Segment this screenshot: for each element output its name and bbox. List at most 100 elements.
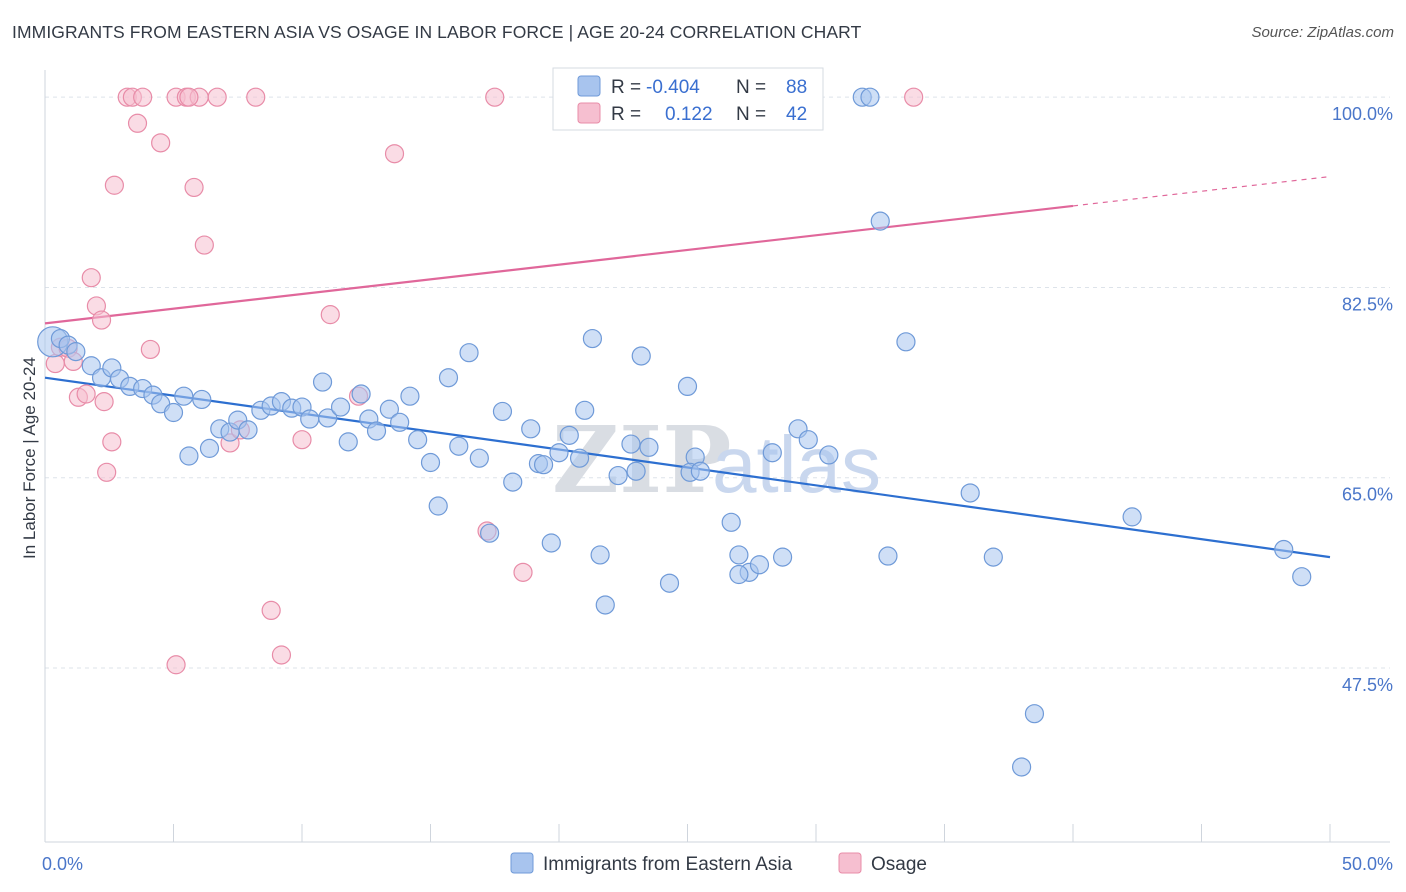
- blue-point-73: [772, 547, 793, 567]
- x-tick-label-0: 0.0%: [42, 854, 83, 874]
- blue-point-52: [559, 425, 579, 445]
- pink-point-29: [271, 645, 292, 665]
- blue-point-54: [575, 400, 595, 420]
- blue-point-15: [192, 389, 212, 410]
- top-legend: R = -0.404 N = 88 R = 0.122 N = 42: [552, 67, 824, 131]
- blue-point-26: [300, 409, 320, 429]
- blue-point-72: [762, 443, 782, 463]
- x-tick-label-1: 50.0%: [1342, 854, 1393, 874]
- blue-point-28: [318, 408, 338, 428]
- legend-blue-n-value: 88: [786, 77, 807, 98]
- blue-point-49: [541, 533, 561, 553]
- blue-point-82: [960, 483, 980, 503]
- chart-title: IMMIGRANTS FROM EASTERN ASIA VS OSAGE IN…: [12, 22, 862, 42]
- blue-point-80: [878, 546, 898, 566]
- pink-point-15: [127, 113, 148, 133]
- pink-point-16: [133, 87, 153, 107]
- blue-point-39: [428, 496, 448, 516]
- blue-point-87: [1274, 539, 1294, 560]
- pink-point-6: [81, 268, 101, 288]
- pink-point-10: [97, 462, 117, 482]
- blue-point-88: [1292, 567, 1312, 587]
- bottom-legend-blue-swatch: [510, 852, 534, 874]
- axes: [44, 70, 1390, 843]
- pink-point-40: [904, 87, 924, 107]
- legend-pink-r-label: R =: [611, 104, 641, 125]
- legend-blue-swatch: [577, 75, 601, 97]
- legend-pink-n-value: 42: [786, 104, 807, 125]
- blue-point-58: [608, 465, 628, 486]
- blue-point-85: [1011, 757, 1032, 777]
- pink-point-37: [513, 562, 533, 582]
- pink-point-9: [94, 392, 114, 412]
- pink-point-8: [91, 310, 112, 330]
- blue-point-51: [549, 443, 569, 463]
- pink-point-28: [261, 600, 281, 621]
- blue-point-62: [626, 461, 646, 481]
- legend-blue-n-label: N =: [736, 77, 766, 98]
- blue-point-13: [174, 386, 194, 406]
- pink-point-31: [320, 305, 340, 325]
- pink-point-23: [194, 235, 214, 255]
- blue-point-37: [408, 430, 428, 450]
- blue-point-16: [199, 438, 220, 458]
- blue-point-59: [621, 434, 641, 454]
- bottom-legend-pink-swatch: [838, 852, 862, 874]
- blue-point-46: [503, 472, 523, 492]
- pink-point-5: [76, 384, 96, 404]
- pink-point-12: [104, 175, 124, 195]
- pink-point-33: [384, 144, 405, 164]
- blue-point-63: [677, 376, 698, 397]
- blue-point-81: [896, 332, 916, 352]
- blue-point-86: [1122, 507, 1142, 527]
- legend-pink-n-label: N =: [736, 104, 766, 125]
- pink-point-21: [184, 177, 204, 198]
- blue-point-3: [66, 342, 86, 362]
- y-tick-label-2: 82.5%: [1342, 294, 1393, 314]
- blue-point-38: [420, 452, 441, 473]
- blue-point-67: [690, 461, 710, 481]
- blue-point-83: [983, 547, 1003, 567]
- source-label: Source: ZipAtlas.com: [1251, 24, 1394, 41]
- pink-point-18: [151, 133, 171, 153]
- y-tick-label-1: 65.0%: [1342, 485, 1393, 505]
- blue-point-27: [312, 372, 333, 392]
- blue-point-75: [798, 430, 818, 450]
- blue-point-69: [729, 545, 749, 565]
- blue-point-50: [533, 455, 554, 475]
- blue-point-43: [469, 448, 489, 468]
- x-tick-labels: 0.0% 50.0%: [42, 854, 1393, 874]
- legend-pink-r-value: 0.122: [665, 104, 713, 125]
- trend-line-pink-extension: [1072, 175, 1331, 207]
- blue-point-57: [595, 595, 615, 615]
- blue-point-78: [860, 87, 880, 107]
- blue-point-40: [438, 368, 459, 388]
- pink-point-17: [140, 339, 160, 360]
- blue-point-65: [659, 573, 680, 593]
- blue-point-55: [582, 328, 603, 349]
- blue-point-53: [569, 448, 590, 468]
- pink-point-27: [246, 87, 266, 107]
- blue-point-84: [1024, 704, 1045, 724]
- blue-point-45: [492, 401, 513, 422]
- y-axis-label: In Labor Force | Age 20-24: [20, 357, 39, 559]
- data-points: [37, 87, 1312, 777]
- blue-point-33: [366, 421, 387, 441]
- pink-point-34: [166, 655, 186, 675]
- blue-point-68: [721, 512, 741, 532]
- blue-point-60: [631, 346, 651, 366]
- grid-lines: [45, 96, 1390, 669]
- pink-point-0: [45, 353, 65, 374]
- legend-blue-r-label: R =: [611, 77, 641, 98]
- blue-point-79: [870, 211, 890, 231]
- pink-point-30: [292, 430, 312, 450]
- y-tick-label-0: 47.5%: [1342, 675, 1393, 695]
- bottom-legend-blue-label: Immigrants from Eastern Asia: [543, 854, 793, 875]
- blue-point-36: [400, 386, 420, 406]
- blue-point-71: [749, 555, 770, 575]
- blue-point-31: [351, 384, 371, 404]
- blue-point-29: [330, 397, 351, 417]
- trend-line-pink: [44, 204, 1074, 325]
- blue-point-30: [338, 432, 358, 452]
